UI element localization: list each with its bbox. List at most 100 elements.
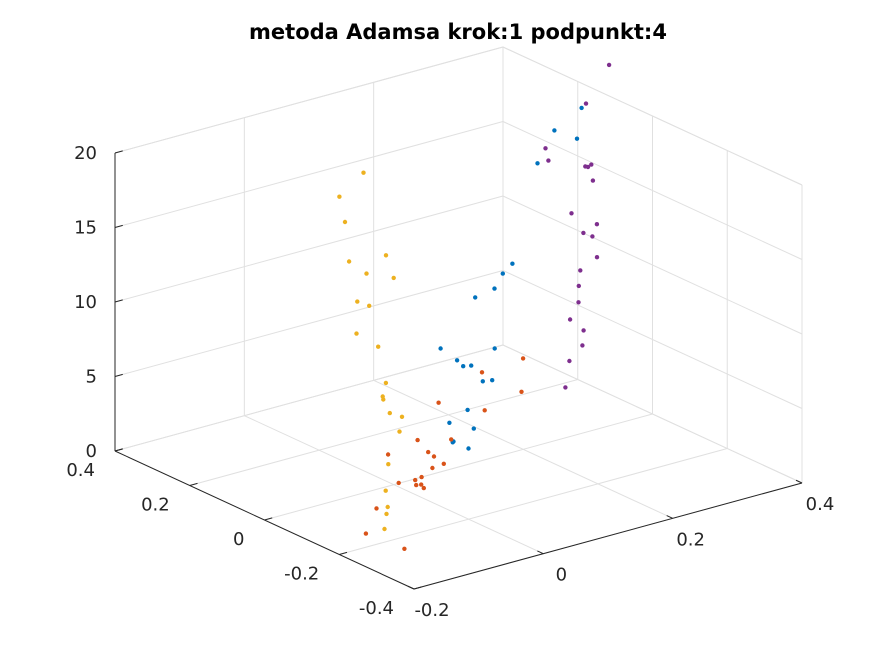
data-point-series-1 [465, 407, 470, 413]
grid-line-z-wall-y [502, 121, 803, 260]
data-point-series-1 [447, 420, 452, 425]
x-axis-line [413, 482, 803, 590]
data-point-series-4 [583, 164, 588, 169]
data-point-series-1 [490, 378, 495, 383]
z-tick-mark [114, 448, 123, 452]
data-point-series-1 [492, 286, 497, 291]
data-point-series-3 [386, 462, 391, 467]
box-edge [114, 46, 504, 154]
data-point-series-3 [346, 259, 352, 264]
grid-line-z-wall-y [502, 270, 803, 409]
grid-line-z-wall-x [114, 270, 504, 377]
data-point-series-2 [419, 474, 424, 480]
data-point-series-2 [479, 370, 485, 375]
z-tick-label: 20 [74, 143, 97, 164]
data-point-series-3 [355, 299, 360, 304]
y-tick-mark [189, 482, 198, 486]
data-point-series-2 [402, 546, 407, 551]
data-point-series-4 [576, 283, 581, 289]
data-point-series-1 [480, 379, 485, 384]
y-tick-mark [339, 551, 348, 555]
data-point-series-2 [426, 449, 431, 455]
data-point-series-3 [384, 511, 389, 517]
data-point-series-4 [563, 385, 568, 390]
data-point-series-4 [567, 317, 573, 322]
data-point-series-4 [583, 101, 589, 106]
data-point-series-3 [397, 429, 402, 434]
data-point-series-1 [469, 363, 474, 368]
z-tick-mark [114, 299, 123, 303]
data-point-series-1 [473, 295, 478, 300]
y-tick-label: -0.2 [284, 564, 319, 585]
data-point-series-1 [579, 105, 584, 111]
data-point-series-3 [391, 275, 396, 281]
data-point-series-3 [381, 397, 386, 402]
grid-line-z-wall-x [114, 121, 504, 228]
data-point-series-3 [382, 526, 387, 532]
x-tick-label: 0.2 [676, 529, 705, 550]
grid-line-z-wall-y [502, 344, 803, 484]
z-tick-label: 10 [74, 292, 97, 313]
data-point-series-1 [492, 346, 497, 351]
data-point-series-3 [399, 414, 405, 419]
data-point-series-1 [574, 136, 580, 141]
z-tick-label: 15 [74, 218, 97, 239]
data-point-series-2 [436, 400, 441, 405]
data-point-series-4 [543, 146, 548, 151]
data-points [337, 62, 612, 551]
y-tick-label: 0 [233, 529, 244, 550]
data-point-series-1 [454, 358, 460, 363]
data-point-series-2 [363, 531, 369, 536]
y-tick-label: 0.2 [141, 495, 170, 516]
box-edge [502, 46, 803, 186]
grid-line-z-wall-y [502, 195, 803, 335]
data-point-series-3 [364, 271, 369, 276]
data-point-series-4 [606, 62, 612, 68]
data-point-series-4 [594, 255, 600, 260]
data-point-series-2 [520, 356, 526, 361]
data-point-series-3 [385, 504, 390, 510]
data-point-series-4 [590, 178, 596, 183]
data-point-series-3 [337, 194, 342, 199]
y-tick-mark [264, 517, 273, 521]
data-point-series-4 [594, 222, 600, 227]
data-point-series-3 [342, 219, 348, 225]
data-point-series-4 [569, 211, 574, 216]
data-point-series-4 [581, 230, 586, 236]
data-point-series-2 [413, 477, 418, 483]
x-tick-mark [666, 515, 673, 519]
data-point-series-4 [590, 234, 595, 239]
data-point-series-3 [376, 344, 381, 349]
grid-line-y-floor [264, 413, 653, 521]
x-tick-mark [407, 585, 415, 590]
grid-layer [114, 46, 803, 590]
chart-title: metoda Adamsa krok:1 podpunkt:4 [249, 20, 667, 44]
axis-layer [114, 150, 803, 590]
data-point-series-2 [431, 454, 437, 459]
y-tick-mark [413, 586, 422, 590]
z-tick-label: 0 [86, 441, 97, 462]
data-point-series-3 [361, 170, 366, 175]
grid-line-z-wall-x [114, 344, 504, 452]
data-point-series-1 [500, 271, 505, 276]
z-tick-mark [114, 150, 123, 154]
data-point-series-3 [387, 410, 392, 416]
data-point-series-3 [383, 488, 388, 493]
data-point-series-1 [510, 261, 515, 266]
data-point-series-1 [552, 128, 557, 133]
data-point-series-1 [461, 364, 466, 369]
x-tick-mark [537, 550, 544, 555]
data-point-series-1 [471, 426, 476, 431]
data-point-series-3 [383, 380, 389, 386]
data-point-series-2 [421, 485, 426, 491]
data-point-series-2 [482, 408, 487, 413]
data-point-series-1 [535, 161, 540, 166]
data-point-series-2 [449, 437, 454, 442]
z-tick-label: 5 [86, 367, 97, 388]
data-point-series-1 [438, 346, 443, 351]
data-point-series-4 [546, 158, 551, 163]
data-point-series-3 [383, 253, 389, 258]
data-point-series-4 [567, 358, 572, 364]
data-point-series-2 [419, 482, 424, 487]
